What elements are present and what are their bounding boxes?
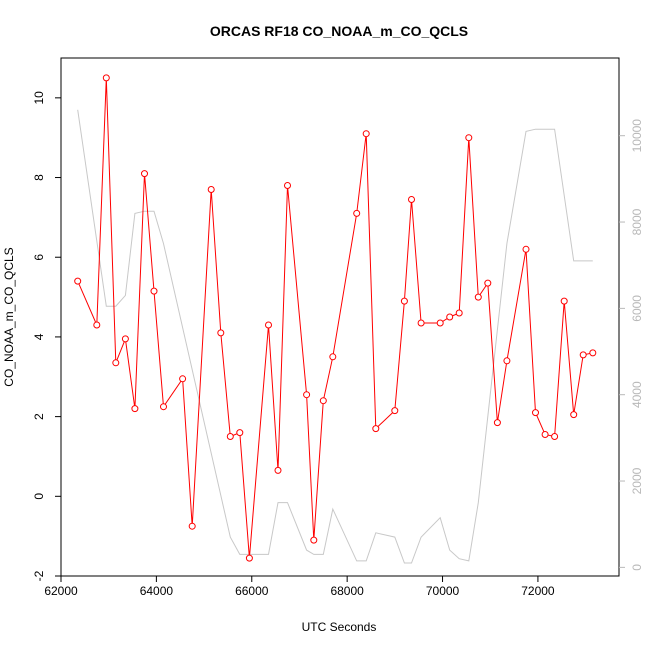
co-point xyxy=(112,359,120,367)
chart-title: ORCAS RF18 CO_NOAA_m_CO_QCLS xyxy=(210,23,468,39)
co-point xyxy=(319,397,327,405)
co-point xyxy=(102,74,110,82)
co-point xyxy=(353,209,361,217)
co-point xyxy=(236,429,244,437)
co-point xyxy=(188,522,196,530)
y-tick-label: 10 xyxy=(32,91,46,105)
co-point xyxy=(265,321,272,329)
co-point xyxy=(150,287,158,295)
y-axis-label: CO_NOAA_m_CO_QCLS xyxy=(2,247,16,386)
co-point xyxy=(74,277,82,285)
co-point xyxy=(217,329,225,337)
co-point xyxy=(474,293,482,301)
co-point xyxy=(179,375,187,383)
co-point xyxy=(455,309,463,317)
co-point xyxy=(303,391,311,399)
co-point xyxy=(560,297,568,305)
y-tick-label: 4 xyxy=(32,333,46,340)
co-point xyxy=(446,313,454,321)
co-point xyxy=(226,433,234,440)
co-point xyxy=(141,170,148,178)
co-point xyxy=(131,405,139,413)
x-axis: 62000 64000 66000 68000 70000 72000 xyxy=(44,576,555,598)
co-point xyxy=(436,319,444,327)
co-point xyxy=(408,196,415,203)
y2-tick-label: 2000 xyxy=(630,467,644,494)
x-tick-label: 72000 xyxy=(521,584,555,598)
x-tick-label: 68000 xyxy=(330,584,364,598)
x-tick-label: 62000 xyxy=(44,584,78,598)
co-point xyxy=(589,349,597,357)
co-point xyxy=(284,182,291,189)
x-tick-label: 66000 xyxy=(235,584,269,598)
y-tick-label: 8 xyxy=(32,174,46,181)
co-point xyxy=(417,319,425,327)
co-point xyxy=(484,279,492,287)
co-series xyxy=(74,74,597,562)
y-tick-label: 2 xyxy=(32,413,46,420)
co-point xyxy=(362,130,370,138)
co-point xyxy=(551,433,559,440)
y2-axis: 0 2000 4000 6000 8000 10000 xyxy=(619,119,644,571)
co-point xyxy=(400,297,408,305)
co-point xyxy=(207,186,215,193)
y-tick-label: 0 xyxy=(32,493,46,500)
x-tick-label: 64000 xyxy=(140,584,174,598)
co-point xyxy=(541,431,549,438)
y-axis: -2 0 2 4 6 8 10 xyxy=(32,91,61,581)
y2-tick-label: 8000 xyxy=(630,208,644,235)
co-point xyxy=(121,335,129,343)
co-point xyxy=(391,407,399,415)
co-point xyxy=(503,357,511,365)
altitude-line xyxy=(77,109,593,564)
x-tick-label: 70000 xyxy=(426,584,460,598)
co-point xyxy=(310,536,318,544)
co-point xyxy=(579,351,587,359)
co-line xyxy=(77,77,593,559)
x-axis-label: UTC Seconds xyxy=(302,620,377,634)
plot-frame xyxy=(60,57,620,577)
co-point xyxy=(493,419,501,427)
co-point xyxy=(532,409,539,417)
co-point xyxy=(245,554,253,562)
co-point xyxy=(93,321,101,329)
co-point xyxy=(372,425,380,433)
y2-tick-label: 0 xyxy=(630,564,644,571)
co-point xyxy=(465,134,473,142)
co-point xyxy=(274,466,282,474)
y2-tick-label: 4000 xyxy=(630,381,644,408)
y2-tick-label: 6000 xyxy=(630,295,644,322)
y-tick-label: 6 xyxy=(32,254,46,261)
altitude-series xyxy=(77,109,593,564)
co-point xyxy=(160,403,167,411)
y2-tick-label: 10000 xyxy=(630,119,644,153)
co-point xyxy=(522,245,530,253)
co-point xyxy=(570,411,578,419)
co-point xyxy=(329,353,337,361)
y-tick-label: -2 xyxy=(32,570,46,581)
